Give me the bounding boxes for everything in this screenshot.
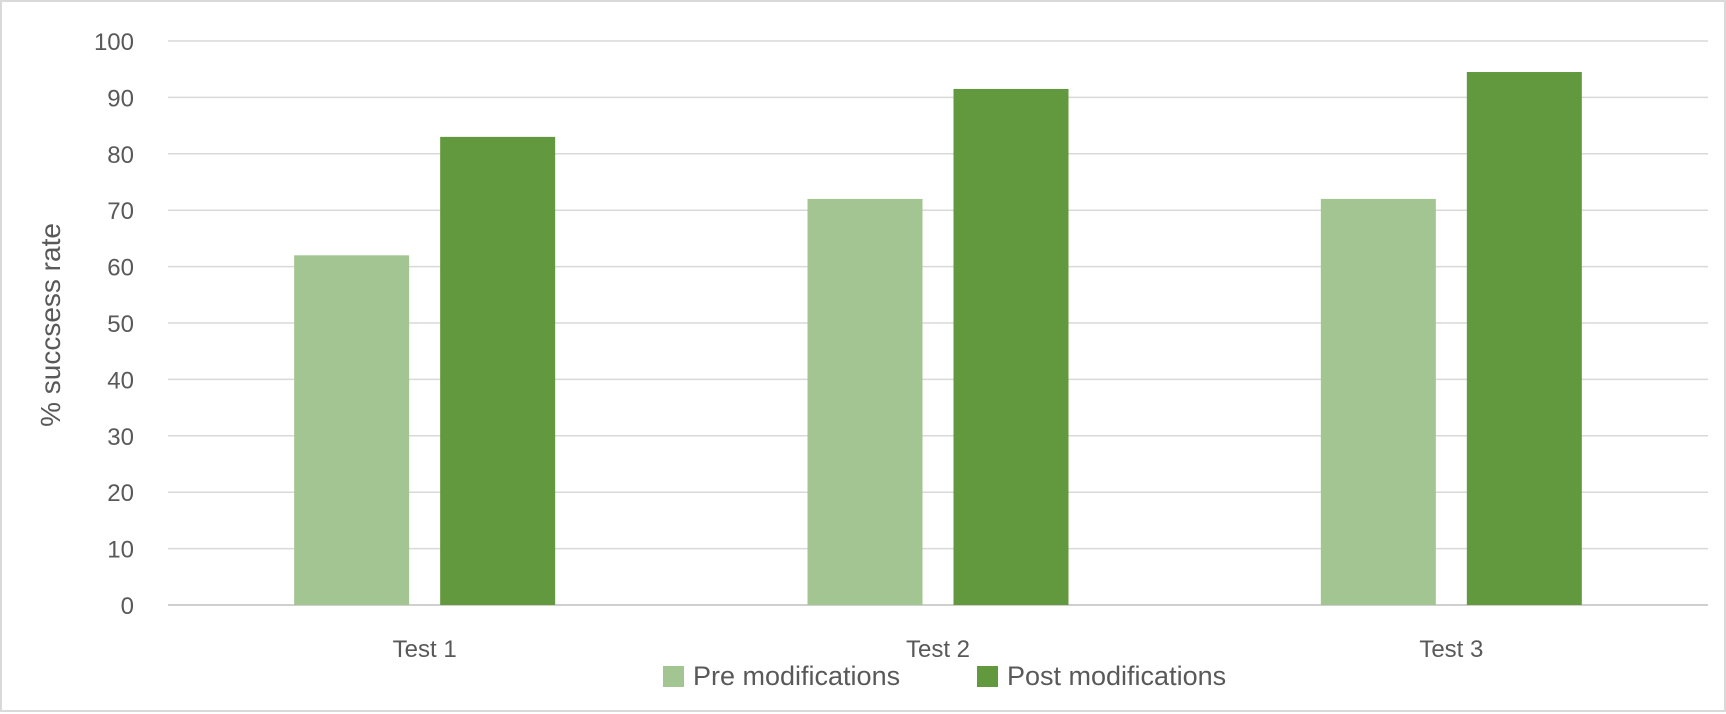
- gridlines: [168, 40, 1708, 606]
- legend-swatch-pre: [663, 666, 684, 687]
- y-tick-label: 100: [94, 29, 134, 56]
- y-tick-label: 40: [107, 367, 134, 394]
- y-tick-label: 30: [107, 424, 134, 451]
- x-tick-label: Test 1: [393, 636, 457, 663]
- bar-post-test-2: [953, 88, 1069, 605]
- bar-post-test-1: [440, 136, 556, 605]
- bar-pre-test-1: [294, 255, 410, 605]
- x-axis-ticks: Test 1 Test 2 Test 3: [393, 636, 1484, 663]
- x-tick-label: Test 2: [906, 636, 970, 663]
- y-tick-label: 60: [107, 255, 134, 282]
- legend: Pre modifications Post modifications: [663, 661, 1226, 691]
- y-tick-label: 0: [121, 593, 134, 620]
- y-tick-label: 20: [107, 480, 134, 507]
- x-tick-label: Test 3: [1419, 636, 1483, 663]
- y-tick-label: 50: [107, 311, 134, 338]
- y-tick-label: 90: [107, 85, 134, 112]
- y-tick-label: 80: [107, 142, 134, 169]
- bar-pre-test-2: [807, 198, 923, 606]
- legend-label-post: Post modifications: [1007, 661, 1226, 691]
- y-tick-label: 70: [107, 198, 134, 225]
- y-tick-label: 10: [107, 537, 134, 564]
- y-axis-ticks: 0 10 20 30 40 50 60 70 80 90 100: [94, 29, 134, 620]
- bar-pre-test-3: [1320, 198, 1436, 606]
- legend-swatch-post: [977, 666, 998, 687]
- legend-label-pre: Pre modifications: [693, 661, 900, 691]
- bars: [294, 72, 1582, 606]
- bar-post-test-3: [1466, 72, 1582, 605]
- y-axis-title: % succsess rate: [35, 223, 66, 427]
